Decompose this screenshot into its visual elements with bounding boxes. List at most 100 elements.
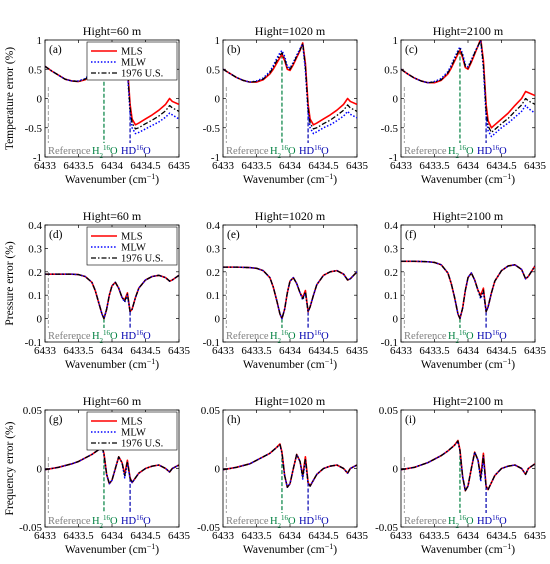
x-tick-label: 6434 bbox=[101, 160, 124, 172]
hdo-base: HD bbox=[477, 146, 493, 157]
series-line-mlw bbox=[45, 273, 179, 320]
series-line-1976-u-s bbox=[45, 273, 179, 320]
x-axis-label: Wavenumber (cm−1) bbox=[243, 357, 337, 372]
panel-g: Hight=60 m -0.05 0 0.05 6433 6433.5 6434 6434.5… bbox=[4, 394, 191, 556]
hdo-annotation: HD16O bbox=[121, 514, 151, 527]
panel-title: Hight=60 m bbox=[83, 24, 142, 38]
y-tick-label: -1 bbox=[389, 152, 398, 164]
hdo-tail: O bbox=[321, 516, 329, 527]
panel-title: Hight=60 m bbox=[83, 394, 142, 408]
x-axis-label-tail: ) bbox=[333, 359, 337, 371]
x-tick-label: 6435 bbox=[524, 345, 547, 357]
x-axis-label: Wavenumber (cm−1) bbox=[421, 357, 515, 372]
series-group bbox=[401, 40, 535, 138]
x-axis-label: Wavenumber (cm−1) bbox=[65, 542, 159, 557]
x-tick-label: 6434 bbox=[101, 345, 124, 357]
h2o-tail: O bbox=[288, 516, 296, 527]
x-axis-label-sup: −1 bbox=[503, 357, 512, 366]
y-tick-label: 0.2 bbox=[384, 267, 398, 279]
legend-label: 1976 U.S. bbox=[121, 439, 163, 450]
x-tick-label: 6433.5 bbox=[241, 160, 272, 172]
series-line-1976-u-s bbox=[223, 266, 357, 320]
x-tick-label: 6433.5 bbox=[419, 530, 450, 542]
panel-label: (i) bbox=[405, 414, 416, 426]
h2o-tail: O bbox=[288, 331, 296, 342]
h2o-sub: 2 bbox=[100, 337, 104, 345]
series-group bbox=[223, 42, 357, 135]
hdo-sup: 16 bbox=[492, 514, 500, 522]
x-axis-label-sup: −1 bbox=[325, 357, 334, 366]
y-tick-label: -0.05 bbox=[197, 522, 220, 534]
h2o-sub: 2 bbox=[278, 337, 282, 345]
x-tick-label: 6433 bbox=[212, 345, 235, 357]
h2o-tail: O bbox=[110, 331, 118, 342]
hdo-sup: 16 bbox=[492, 329, 500, 337]
x-tick-label: 6433.5 bbox=[241, 530, 272, 542]
y-tick-label: 0.5 bbox=[28, 64, 42, 76]
hdo-annotation: HD16O bbox=[121, 144, 151, 157]
y-axis-label: Temperature error (%) bbox=[4, 47, 16, 150]
hdo-sup: 16 bbox=[136, 514, 144, 522]
x-axis-label-sup: −1 bbox=[325, 542, 334, 551]
h2o-tail: O bbox=[110, 146, 118, 157]
y-tick-label: 0 bbox=[37, 464, 43, 476]
series-line-mlw bbox=[223, 444, 357, 488]
x-tick-label: 6435 bbox=[346, 530, 369, 542]
x-tick-label: 6434.5 bbox=[486, 530, 517, 542]
panel-label: (e) bbox=[227, 229, 240, 241]
hdo-tail: O bbox=[321, 331, 329, 342]
y-tick-label: 0.3 bbox=[28, 243, 42, 255]
reference-annotation: Reference bbox=[226, 146, 269, 157]
series-line-1976-u-s bbox=[401, 260, 535, 320]
plot-frame bbox=[400, 224, 536, 343]
x-tick-label: 6434 bbox=[457, 345, 480, 357]
y-axis-label: Pressure error (%) bbox=[4, 241, 16, 325]
x-axis-label: Wavenumber (cm−1) bbox=[65, 357, 159, 372]
hdo-tail: O bbox=[143, 516, 151, 527]
y-tick-label: 0.1 bbox=[206, 290, 220, 302]
panel-title: Hight=2100 m bbox=[433, 24, 504, 38]
hdo-tail: O bbox=[499, 331, 507, 342]
plot-frame bbox=[400, 409, 536, 528]
h2o-sup: 16 bbox=[103, 144, 111, 152]
legend-label: MLW bbox=[121, 428, 146, 439]
h2o-annotation: H216O bbox=[92, 514, 118, 530]
h2o-sub: 2 bbox=[100, 152, 104, 160]
panel-c: Hight=2100 m -1 -0.5 0 0.5 1 6433 6433.5 6434 643… bbox=[381, 24, 547, 186]
h2o-tail: O bbox=[288, 146, 296, 157]
h2o-sup: 16 bbox=[103, 514, 111, 522]
h2o-base: H bbox=[270, 516, 278, 527]
h2o-sup: 16 bbox=[103, 329, 111, 337]
x-tick-label: 6434.5 bbox=[130, 160, 161, 172]
y-tick-label: 0.3 bbox=[206, 243, 220, 255]
h2o-tail: O bbox=[466, 516, 474, 527]
hdo-sup: 16 bbox=[492, 144, 500, 152]
legend-label: MLS bbox=[121, 47, 143, 58]
hdo-base: HD bbox=[121, 331, 137, 342]
hdo-sup: 16 bbox=[136, 144, 144, 152]
series-line-mlw bbox=[401, 40, 535, 138]
y-tick-label: -0.1 bbox=[381, 337, 398, 349]
series-line-1976-u-s bbox=[401, 40, 535, 134]
hdo-base: HD bbox=[121, 516, 137, 527]
panel-label: (b) bbox=[227, 44, 241, 56]
y-tick-label: 0.4 bbox=[28, 220, 42, 232]
h2o-base: H bbox=[448, 146, 456, 157]
legend-label: 1976 U.S. bbox=[121, 254, 163, 265]
series-line-1976-u-s bbox=[401, 440, 535, 492]
x-axis-label-tail: ) bbox=[333, 174, 337, 186]
h2o-base: H bbox=[448, 516, 456, 527]
y-tick-label: 0 bbox=[37, 314, 43, 326]
panel-title: Hight=1020 m bbox=[255, 394, 326, 408]
hdo-base: HD bbox=[299, 146, 315, 157]
series-line-mlw bbox=[223, 43, 357, 135]
panel-e: Hight=1020 m -0.1 0 0.1 0.2 0.3 0.4 6433 6433.5 6… bbox=[203, 209, 369, 371]
x-tick-label: 6434.5 bbox=[308, 160, 339, 172]
x-tick-label: 6433.5 bbox=[419, 160, 450, 172]
x-tick-label: 6434.5 bbox=[130, 530, 161, 542]
y-tick-label: 0.05 bbox=[201, 405, 221, 417]
x-tick-label: 6434 bbox=[279, 345, 302, 357]
y-tick-label: 0 bbox=[215, 94, 221, 106]
h2o-base: H bbox=[92, 146, 100, 157]
